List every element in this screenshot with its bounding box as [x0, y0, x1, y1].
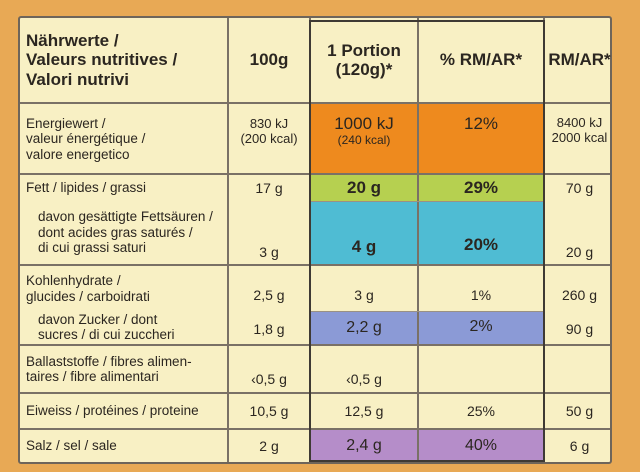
fat-100g: 17 g: [255, 179, 283, 196]
sugars-rm: 90 g: [565, 320, 594, 337]
protein-100g: 10,5 g: [249, 402, 289, 419]
protein-pct: 25%: [466, 402, 496, 419]
carbs-label: Kohlenhydrate / glucides / carboidrati: [20, 266, 227, 311]
fat-label: Fett / lipides / grassi: [26, 180, 147, 196]
sugars-portion: 2,2 g: [346, 318, 382, 336]
saturates-rm: 20 g: [565, 243, 594, 260]
fibre-100g: ‹0,5 g: [251, 370, 287, 387]
fibre-portion: ‹0,5 g: [346, 370, 382, 387]
saturates-pct: 20%: [463, 235, 499, 255]
header-label-fr: Valeurs nutritives /: [26, 50, 178, 70]
saturates-label: davon gesättigte Fettsäuren / dont acide…: [20, 201, 227, 264]
header-portion-line1: 1 Portion: [327, 40, 401, 60]
energy-100g-kj: 830 kJ: [249, 116, 289, 132]
salt-portion: 2,4 g: [346, 436, 382, 454]
energy-rm: 8400 kJ 2000 kcal: [545, 104, 614, 158]
carbs-label-fr: glucides / carboidrati: [26, 288, 150, 304]
sugars-100g: 1,8 g: [253, 320, 285, 337]
header-100g: 100g: [249, 50, 289, 70]
carbs-portion: 3 g: [354, 286, 374, 303]
fibre-label-de: Ballaststoffe / fibres alimen-: [26, 353, 192, 369]
fat-fill: [311, 175, 543, 201]
carbs-pct: 1%: [470, 286, 492, 303]
protein-portion: 12,5 g: [344, 402, 384, 419]
energy-100g-kcal: (200 kcal): [240, 131, 298, 146]
fat-pct: 29%: [463, 178, 499, 198]
saturates-label-fr: dont acides gras saturés /: [38, 224, 193, 240]
sugars-label: davon Zucker / dont sucres / di cui zucc…: [20, 310, 227, 344]
saturates-label-de: davon gesättigte Fettsäuren /: [38, 209, 213, 225]
protein-rm: 50 g: [565, 402, 594, 419]
fibre-label-fr: taires / fibre alimentari: [26, 369, 159, 384]
saturates-portion: 4 g: [351, 237, 377, 257]
sugars-fill: [311, 311, 543, 344]
header-pct: % RM/AR*: [439, 50, 523, 70]
header-portion-line2: (120g)*: [335, 60, 393, 79]
salt-100g: 2 g: [259, 437, 279, 454]
energy-label-fr: valeur énergétique /: [26, 131, 146, 147]
header-rm: RM/AR*: [548, 50, 611, 70]
carbs-label-de: Kohlenhydrate /: [26, 273, 121, 289]
energy-fill: [311, 104, 543, 174]
protein-label: Eiweiss / protéines / proteine: [26, 403, 199, 419]
salt-pct: 40%: [464, 436, 498, 454]
header-label-de: Nährwerte /: [26, 31, 119, 51]
energy-rm-kcal: 2000 kcal: [551, 130, 608, 145]
saturates-label-it: di cui grassi saturi: [38, 240, 147, 256]
energy-label: Energiewert / valeur énergétique / valor…: [20, 104, 227, 174]
energy-label-de: Energiewert /: [26, 115, 106, 131]
fat-rm: 70 g: [565, 179, 594, 196]
header-label: Nährwerte / Valeurs nutritives / Valori …: [20, 18, 227, 102]
energy-pct: 12%: [463, 114, 499, 134]
sugars-label-de: davon Zucker / dont: [38, 311, 158, 327]
carbs-rm: 260 g: [561, 286, 598, 303]
nutrition-table: Nährwerte / Valeurs nutritives / Valori …: [18, 16, 612, 464]
energy-100g: 830 kJ (200 kcal): [229, 104, 309, 160]
salt-fill: [311, 430, 543, 462]
saturates-100g: 3 g: [259, 243, 279, 260]
fibre-label: Ballaststoffe / fibres alimen- taires / …: [20, 346, 227, 392]
sugars-label-fr: sucres / di cui zuccheri: [38, 327, 175, 342]
header-label-it: Valori nutrivi: [26, 69, 129, 89]
saturates-fill: [311, 201, 543, 264]
energy-portion: 1000 kJ (240 kcal): [311, 104, 417, 158]
energy-rm-kj: 8400 kJ: [556, 115, 603, 131]
carbs-100g: 2,5 g: [253, 286, 285, 303]
fat-portion: 20 g: [346, 178, 382, 198]
energy-portion-kj: 1000 kJ: [334, 114, 394, 134]
energy-label-it: valore energetico: [26, 146, 130, 162]
salt-label: Salz / sel / sale: [26, 438, 117, 454]
header-portion: 1 Portion (120g)*: [311, 18, 417, 102]
energy-portion-kcal: (240 kcal): [337, 132, 391, 147]
salt-rm: 6 g: [569, 437, 590, 454]
sugars-pct: 2%: [469, 317, 493, 335]
